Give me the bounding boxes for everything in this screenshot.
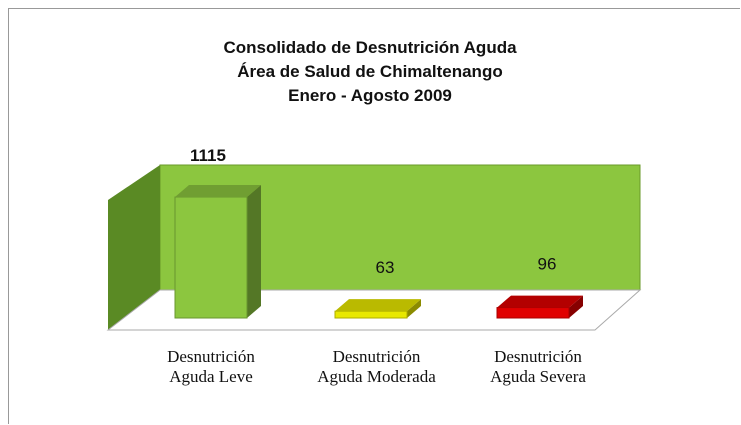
chart-title: Área de Salud de Chimaltenango: [237, 62, 502, 81]
x-tick-label: Desnutrición Aguda Leve: [167, 347, 255, 386]
frame: [8, 8, 740, 424]
bar-top: [175, 185, 261, 197]
x-tick-label: Desnutrición Aguda Severa: [490, 347, 586, 386]
bar-top: [497, 295, 583, 308]
bar-side: [247, 185, 261, 318]
value-label: 96: [538, 255, 557, 274]
bar-top: [335, 299, 421, 312]
bar-side: [407, 299, 421, 318]
bar: [174, 196, 248, 319]
value-label: 63: [376, 258, 395, 277]
bar: [496, 307, 570, 319]
bar: [334, 310, 408, 319]
chart-title: Enero - Agosto 2009: [288, 86, 452, 105]
x-tick-label: Desnutrición Aguda Moderada: [317, 347, 436, 386]
value-label: 1115: [190, 146, 226, 165]
bar-side: [569, 295, 583, 318]
chart-title: Consolidado de Desnutrición Aguda: [223, 38, 517, 57]
side-wall: [108, 165, 160, 330]
